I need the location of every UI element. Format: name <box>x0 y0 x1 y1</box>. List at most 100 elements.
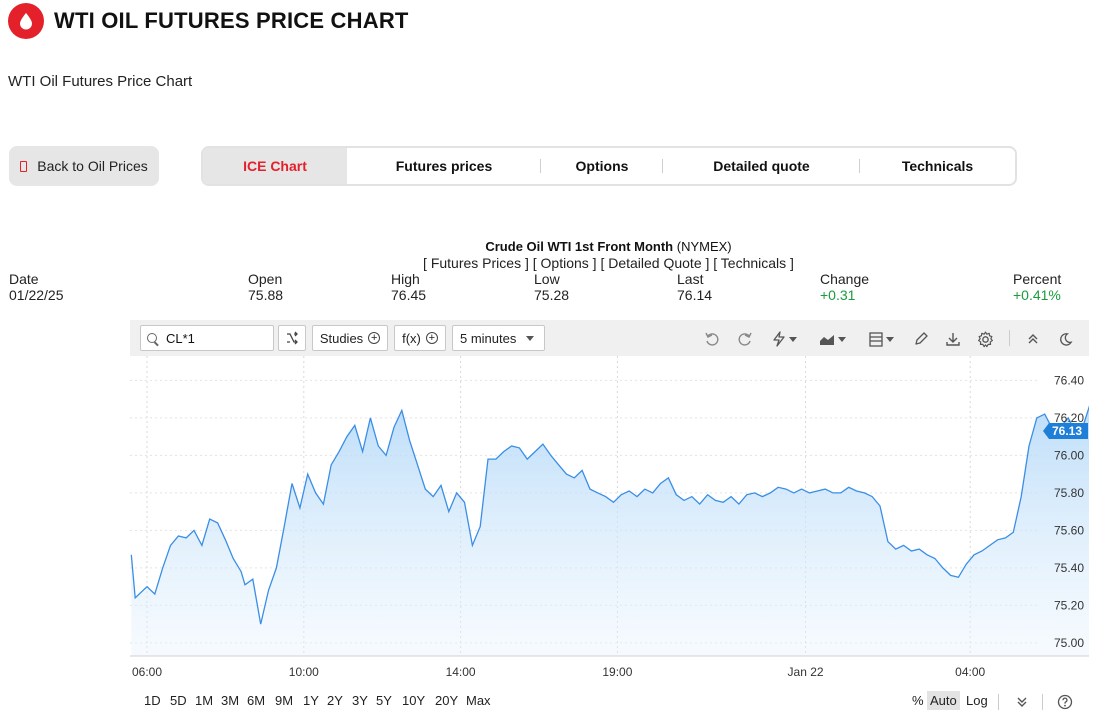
stat-label: Percent <box>1013 271 1062 287</box>
search-icon <box>147 333 157 343</box>
tab-ice-chart[interactable]: ICE Chart <box>203 148 347 184</box>
y-tick-label: 75.00 <box>1054 636 1084 650</box>
expand-down-button[interactable] <box>1011 691 1033 713</box>
range-1d[interactable]: 1D <box>144 693 161 708</box>
settings-button[interactable] <box>974 328 996 350</box>
chart-toolbar: CL*1 Studies + f(x) + 5 minutes <box>130 320 1089 356</box>
tab-label: ICE Chart <box>243 158 307 174</box>
price-chart-svg: 06:00 10:00 14:00 19:00 Jan 22 04:00 76.40 76.… <box>130 356 1097 679</box>
range-6m[interactable]: 6M <box>247 693 266 708</box>
chart-type-icon <box>819 335 834 345</box>
page-subtitle: WTI Oil Futures Price Chart <box>8 73 193 90</box>
last-price-tag <box>1043 423 1088 439</box>
studies-button[interactable]: Studies + <box>312 325 388 351</box>
price-area <box>131 399 1097 656</box>
range-10y[interactable]: 10Y <box>402 693 426 708</box>
range-5y[interactable]: 5Y <box>376 693 392 708</box>
fx-button[interactable]: f(x) + <box>394 325 446 351</box>
footer-divider <box>998 694 999 710</box>
tab-label: Futures prices <box>395 158 493 174</box>
chart-type-button[interactable] <box>814 328 850 350</box>
y-tick-label: 76.40 <box>1054 373 1084 387</box>
quote-links[interactable]: [ Futures Prices ] [ Options ] [ Detaile… <box>423 255 794 271</box>
undo-icon <box>705 332 719 346</box>
chevron-down-icon <box>837 336 846 342</box>
tab-label: Technicals <box>901 158 974 174</box>
tab-detailed-quote[interactable]: Detailed quote <box>663 148 860 184</box>
download-icon <box>946 333 960 346</box>
document-icon <box>20 160 28 172</box>
stat-value: 76.45 <box>391 287 427 303</box>
compare-button[interactable] <box>278 325 306 351</box>
compare-icon <box>287 331 298 345</box>
draw-button[interactable] <box>910 328 932 350</box>
range-3m[interactable]: 3M <box>221 693 240 708</box>
tab-options[interactable]: Options <box>541 148 663 184</box>
range-1m[interactable]: 1M <box>195 693 214 708</box>
stat-value: +0.31 <box>820 287 856 303</box>
x-tick-label: 14:00 <box>446 665 476 679</box>
dark-mode-button[interactable] <box>1054 328 1076 350</box>
range-9m[interactable]: 9M <box>275 693 294 708</box>
page-title: WTI OIL FUTURES PRICE CHART <box>54 8 409 33</box>
back-to-oil-prices-button[interactable]: Back to Oil Prices <box>9 146 159 186</box>
percent-scale-button[interactable]: % <box>912 693 924 708</box>
tab-divider <box>859 159 860 173</box>
page-header: WTI OIL FUTURES PRICE CHART <box>8 3 409 39</box>
help-icon <box>1057 694 1073 710</box>
range-max[interactable]: Max <box>466 693 491 708</box>
toolbar-divider <box>1009 330 1010 346</box>
tab-futures-prices[interactable]: Futures prices <box>347 148 541 184</box>
undo-button[interactable] <box>701 328 723 350</box>
x-tick-label: 10:00 <box>289 665 319 679</box>
stat-change: Change +0.31 <box>820 271 869 303</box>
stat-low: Low 75.28 <box>534 271 569 303</box>
y-tick-label: 75.40 <box>1054 561 1084 575</box>
stat-high: High 76.45 <box>391 271 426 303</box>
range-1y[interactable]: 1Y <box>303 693 319 708</box>
chevron-down-icon <box>788 336 797 342</box>
symbol-value: CL*1 <box>166 330 195 346</box>
range-20y[interactable]: 20Y <box>435 693 459 708</box>
lightning-icon <box>772 331 785 347</box>
layout-button[interactable] <box>864 328 898 350</box>
range-5d[interactable]: 5D <box>170 693 187 708</box>
stat-value: 76.14 <box>677 287 713 303</box>
range-3y[interactable]: 3Y <box>352 693 368 708</box>
range-2y[interactable]: 2Y <box>327 693 343 708</box>
stat-label: Last <box>677 271 704 287</box>
help-button[interactable] <box>1054 691 1076 713</box>
last-price-label: 76.13 <box>1052 424 1082 438</box>
stat-label: High <box>391 271 420 287</box>
stat-label: Change <box>820 271 870 287</box>
download-button[interactable] <box>942 328 964 350</box>
dark-mode-icon <box>1059 332 1073 346</box>
plus-circle-icon: + <box>425 332 438 344</box>
plus-circle-icon: + <box>368 332 381 344</box>
y-tick-label: 75.60 <box>1054 523 1084 537</box>
collapse-button[interactable] <box>1022 328 1044 350</box>
tab-label: Options <box>575 158 629 174</box>
exchange-name: (NYMEX) <box>676 239 732 254</box>
log-scale-button[interactable]: Log <box>966 693 988 708</box>
redo-icon <box>738 332 752 346</box>
tab-technicals[interactable]: Technicals <box>860 148 1015 184</box>
instrument-name: Crude Oil WTI 1st Front Month <box>485 239 674 254</box>
stat-value: 75.28 <box>534 287 570 303</box>
symbol-search-input[interactable]: CL*1 <box>140 325 274 351</box>
settings-icon <box>977 330 993 347</box>
interval-value: 5 minutes <box>460 330 517 346</box>
redo-button[interactable] <box>734 328 756 350</box>
y-tick-label: 75.80 <box>1054 486 1084 500</box>
auto-scale-button[interactable]: Auto <box>927 691 960 710</box>
fx-label: f(x) <box>402 330 421 346</box>
stat-label: Open <box>248 271 283 287</box>
events-button[interactable] <box>768 328 800 350</box>
tab-bar: ICE Chart Futures prices Options Detaile… <box>201 146 1017 186</box>
interval-select[interactable]: 5 minutes <box>452 325 545 351</box>
x-tick-label: 04:00 <box>955 665 985 679</box>
price-chart[interactable]: 06:00 10:00 14:00 19:00 Jan 22 04:00 76.40 76.… <box>130 356 1097 684</box>
x-tick-label: 06:00 <box>132 665 162 679</box>
pencil-icon <box>915 332 928 345</box>
price-line <box>130 397 1097 625</box>
